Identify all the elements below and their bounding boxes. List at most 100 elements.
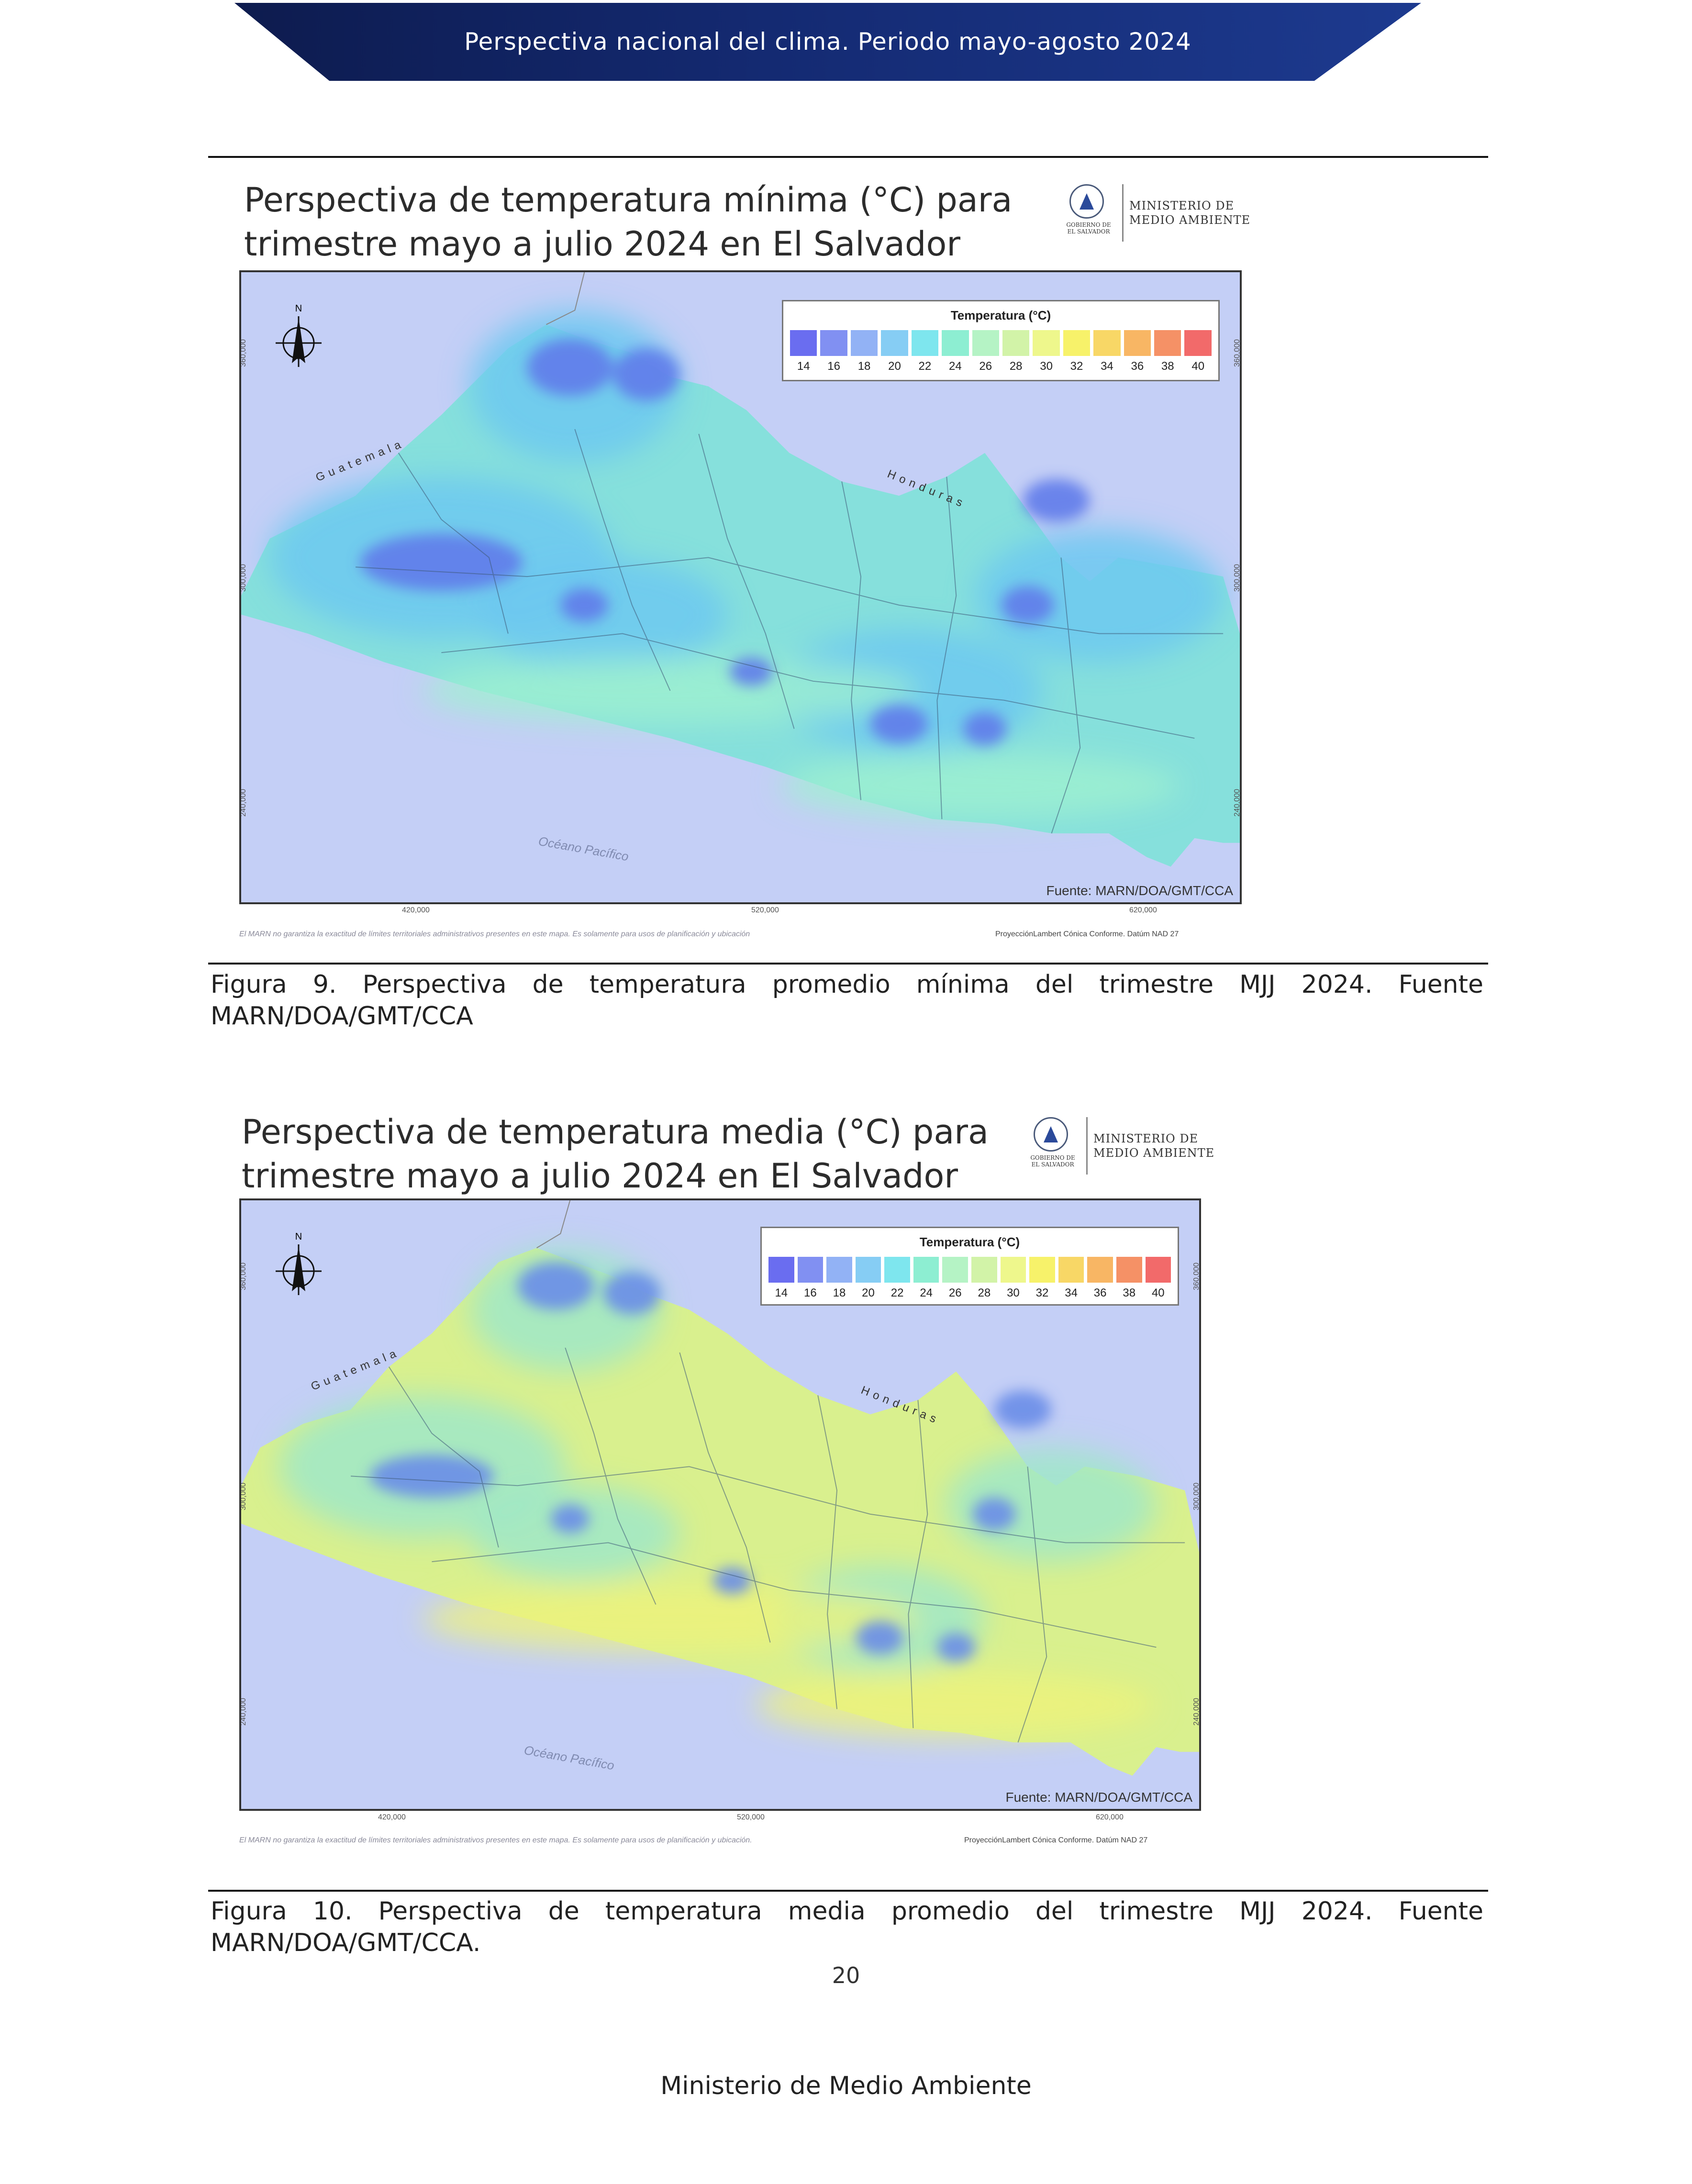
- coord-y-label: 360,000: [239, 339, 247, 367]
- legend-label: 18: [857, 360, 871, 373]
- figure-9-projection: ProyecciónLambert Cónica Conforme. Datúm…: [995, 930, 1179, 938]
- coord-x-label: 620,000: [1096, 1813, 1124, 1821]
- legend-swatch: [820, 330, 847, 356]
- top-rule: [208, 156, 1488, 158]
- legend-label: 36: [1131, 360, 1144, 373]
- legend-swatch: [1000, 1257, 1026, 1283]
- figure-10-legend: Temperatura (°C) 14 16 18 20 22 24 26 28 30 32 34 3…: [760, 1227, 1179, 1306]
- legend-labels: 14 16 18 20 22 24 26 28 30 32 34 36 38 40: [768, 1286, 1171, 1300]
- figure-10-title: Perspectiva de temperatura media (°C) pa…: [242, 1110, 989, 1198]
- coord-x-label: 520,000: [737, 1813, 765, 1821]
- legend-swatch: [942, 1257, 968, 1283]
- header-banner: Perspectiva nacional del clima. Periodo …: [234, 3, 1421, 81]
- coord-y-label-right: 240,000: [1192, 1698, 1201, 1726]
- coord-x-label: 420,000: [378, 1813, 406, 1821]
- caption-rule: [208, 963, 1488, 965]
- legend-label: 24: [920, 1286, 933, 1299]
- logo-divider: [1122, 184, 1124, 242]
- legend-label: 22: [918, 360, 932, 373]
- figure-9-map: N Temperatura (°C) 14 16 18 20 22 24 26 28 30 32 3…: [239, 270, 1242, 904]
- legend-swatch: [881, 330, 908, 356]
- figure-10-disclaimer: El MARN no garantiza la exactitud de lím…: [239, 1836, 752, 1844]
- figure-9-ministry-logo: GOBIERNO DE EL SALVADOR MINISTERIO DE ME…: [1066, 184, 1256, 246]
- coord-x-label: 420,000: [402, 906, 430, 914]
- legend-label: 14: [797, 360, 810, 373]
- figure-9-title-line2: trimestre mayo a julio 2024 en El Salvad…: [244, 224, 961, 264]
- figure-10-source: Fuente: MARN/DOA/GMT/CCA: [1005, 1790, 1192, 1805]
- coord-y-label: 300,000: [239, 564, 247, 592]
- seal-icon: [1069, 184, 1104, 219]
- coord-y-label: 360,000: [239, 1263, 247, 1290]
- legend-label: 34: [1101, 360, 1113, 373]
- figure-10-caption: Figura 10. Perspectiva de temperatura me…: [211, 1897, 1483, 1957]
- legend-title: Temperatura (°C): [919, 1235, 1020, 1249]
- coord-y-label: 240,000: [239, 1698, 247, 1726]
- legend-swatch: [1029, 1257, 1055, 1283]
- north-arrow-icon: N: [275, 301, 323, 368]
- legend-label: 20: [862, 1286, 875, 1299]
- legend-swatch: [1124, 330, 1151, 356]
- legend-label: 30: [1007, 1286, 1020, 1299]
- legend-label: 28: [1009, 360, 1023, 373]
- legend-labels: 14 16 18 20 22 24 26 28 30 32 34 36 38 40: [790, 360, 1212, 373]
- legend-swatch: [1002, 330, 1030, 356]
- coord-y-label-right: 240,000: [1233, 789, 1241, 817]
- coord-y-label-right: 360,000: [1192, 1263, 1201, 1290]
- logo-divider: [1086, 1117, 1088, 1175]
- legend-label: 32: [1035, 1286, 1049, 1299]
- legend-swatches: [790, 330, 1212, 356]
- legend-label: 36: [1093, 1286, 1107, 1299]
- figure-9-title-line1: Perspectiva de temperatura mínima (°C) p…: [244, 180, 1013, 220]
- legend-swatch: [942, 330, 969, 356]
- legend-swatch: [911, 330, 939, 356]
- legend-label: 40: [1151, 1286, 1165, 1299]
- legend-label: 38: [1161, 360, 1174, 373]
- north-arrow-icon: N: [275, 1229, 323, 1296]
- legend-swatch: [1116, 1257, 1142, 1283]
- legend-label: 20: [888, 360, 901, 373]
- logo-government-label: GOBIERNO DE EL SALVADOR: [1066, 222, 1111, 235]
- legend-swatch: [1145, 1257, 1171, 1283]
- figure-10-title-line1: Perspectiva de temperatura media (°C) pa…: [242, 1112, 989, 1152]
- figure-9-legend: Temperatura (°C) 14 16 18 20 22 24 26 28 30 32 34 3…: [782, 300, 1220, 381]
- figure-9-disclaimer: El MARN no garantiza la exactitud de lím…: [239, 930, 750, 938]
- legend-label: 26: [948, 1286, 962, 1299]
- legend-swatch: [1058, 1257, 1084, 1283]
- coord-x-label: 520,000: [751, 906, 779, 914]
- legend-swatch: [1033, 330, 1060, 356]
- legend-swatch: [1063, 330, 1091, 356]
- figure-10-ministry-logo: GOBIERNO DE EL SALVADOR MINISTERIO DE ME…: [1030, 1117, 1220, 1179]
- legend-swatch: [826, 1257, 852, 1283]
- legend-swatch: [768, 1257, 794, 1283]
- legend-label: 16: [827, 360, 840, 373]
- legend-swatch: [972, 330, 999, 356]
- figure-9-source: Fuente: MARN/DOA/GMT/CCA: [1046, 883, 1233, 898]
- figure-10-map: N Temperatura (°C) 14 16 18 20 22 24 26 28 30 32 3…: [239, 1198, 1201, 1811]
- legend-swatch: [1093, 330, 1121, 356]
- coord-y-label: 240,000: [239, 789, 247, 817]
- legend-title: Temperatura (°C): [950, 308, 1051, 322]
- legend-label: 40: [1191, 360, 1205, 373]
- legend-label: 24: [948, 360, 962, 373]
- coord-y-label-right: 300,000: [1233, 564, 1241, 592]
- north-label: N: [295, 303, 302, 314]
- coord-x-label: 620,000: [1129, 906, 1157, 914]
- coord-y-label: 300,000: [239, 1483, 247, 1510]
- legend-label: 16: [804, 1286, 817, 1299]
- legend-swatch: [797, 1257, 824, 1283]
- caption-rule: [208, 1890, 1488, 1892]
- page-number: 20: [832, 1962, 860, 1988]
- legend-swatch: [1087, 1257, 1113, 1283]
- legend-label: 18: [833, 1286, 846, 1299]
- legend-swatch: [855, 1257, 881, 1283]
- legend-label: 28: [978, 1286, 991, 1299]
- logo-ministry-label: MINISTERIO DE MEDIO AMBIENTE: [1093, 1132, 1215, 1160]
- north-label: N: [295, 1231, 302, 1242]
- legend-swatch: [790, 330, 817, 356]
- footer-text: Ministerio de Medio Ambiente: [660, 2072, 1032, 2100]
- legend-swatches: [768, 1257, 1171, 1283]
- figure-9-caption: Figura 9. Perspectiva de temperatura pro…: [211, 970, 1483, 1031]
- banner-title: Perspectiva nacional del clima. Periodo …: [464, 28, 1191, 55]
- coord-y-label-right: 360,000: [1233, 339, 1241, 367]
- coord-y-label-right: 300,000: [1192, 1483, 1201, 1510]
